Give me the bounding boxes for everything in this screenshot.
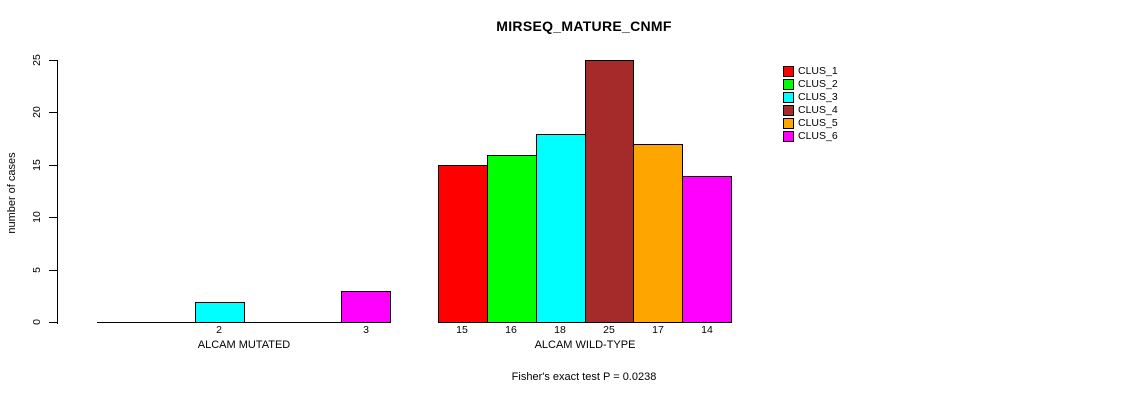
- bar-value-label: 3: [363, 324, 369, 336]
- y-axis-tick: [49, 60, 57, 61]
- group-label: ALCAM WILD-TYPE: [534, 339, 636, 351]
- bar-clus_2: [487, 155, 537, 323]
- legend-swatch-clus_6: [783, 131, 794, 142]
- y-axis-tick: [49, 112, 57, 113]
- bar-clus_6: [341, 291, 391, 323]
- legend-swatch-clus_2: [783, 79, 794, 90]
- y-axis-tick-label: 5: [31, 267, 43, 273]
- bar-clus_1: [438, 165, 488, 323]
- bar-value-label: 14: [701, 324, 713, 336]
- legend-swatch-clus_3: [783, 92, 794, 103]
- legend-item-label: CLUS_1: [798, 65, 838, 77]
- y-axis-tick: [49, 270, 57, 271]
- y-axis-tick-label: 10: [31, 211, 43, 223]
- legend-item-label: CLUS_4: [798, 104, 838, 116]
- bar-value-label: 17: [652, 324, 664, 336]
- y-axis-tick-label: 0: [31, 319, 43, 325]
- bar-value-label: 15: [456, 324, 468, 336]
- bar-value-label: 16: [505, 324, 517, 336]
- legend-item-label: CLUS_5: [798, 117, 838, 129]
- legend-item-label: CLUS_3: [798, 91, 838, 103]
- y-axis-line: [57, 60, 58, 324]
- bar-value-label: 25: [603, 324, 615, 336]
- y-axis-title: number of cases: [6, 152, 18, 234]
- legend-item-label: CLUS_6: [798, 130, 838, 142]
- legend-swatch-clus_4: [783, 105, 794, 116]
- y-axis-tick: [49, 165, 57, 166]
- y-axis-tick-label: 25: [31, 54, 43, 66]
- group-label: ALCAM MUTATED: [197, 339, 291, 351]
- chart-title: MIRSEQ_MATURE_CNMF: [496, 18, 672, 34]
- legend-swatch-clus_1: [783, 66, 794, 77]
- legend-item-label: CLUS_2: [798, 78, 838, 90]
- bar-clus_4: [585, 60, 634, 323]
- y-axis-tick-label: 20: [31, 106, 43, 118]
- y-axis-tick: [49, 322, 57, 323]
- legend-swatch-clus_5: [783, 118, 794, 129]
- bar-clus_5: [633, 144, 683, 323]
- bar-clus_3: [536, 134, 586, 323]
- bar-clus_6: [682, 176, 732, 323]
- annotation-fisher-test: Fisher's exact test P = 0.0238: [511, 371, 657, 383]
- bar-value-label: 2: [216, 324, 222, 336]
- bar-value-label: 18: [554, 324, 566, 336]
- y-axis-tick-label: 15: [31, 159, 43, 171]
- bar-clus_3: [195, 302, 245, 323]
- y-axis-tick: [49, 217, 57, 218]
